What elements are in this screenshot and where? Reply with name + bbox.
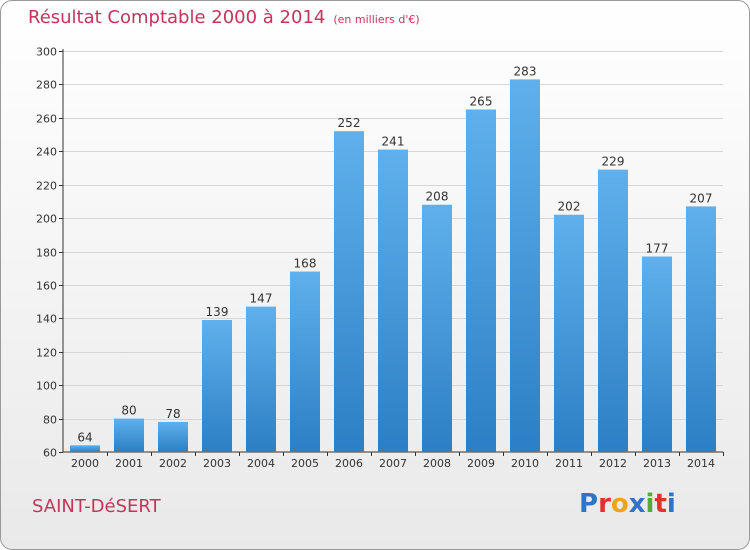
y-tick-label: 100 — [36, 380, 57, 393]
y-tick-label: 300 — [36, 46, 57, 59]
x-tick-label: 2014 — [687, 457, 715, 470]
y-tick-label: 140 — [36, 313, 57, 326]
bar — [422, 204, 452, 452]
bar — [466, 109, 496, 453]
x-tick-label: 2007 — [379, 457, 407, 470]
logo-letter: t — [654, 489, 667, 519]
data-label: 139 — [206, 305, 229, 319]
x-tick-label: 2001 — [115, 457, 143, 470]
x-tick-label: 2012 — [599, 457, 627, 470]
y-tick-label: 240 — [36, 146, 57, 159]
bar — [554, 214, 584, 452]
bar — [334, 131, 364, 452]
x-tick-label: 2013 — [643, 457, 671, 470]
y-tick-label: 180 — [36, 247, 57, 260]
bar — [290, 271, 320, 452]
y-tick-label: 120 — [36, 347, 57, 360]
data-label: 147 — [250, 292, 273, 306]
data-label: 208 — [426, 190, 449, 204]
data-label: 177 — [646, 242, 669, 256]
bar — [378, 149, 408, 452]
x-tick-label: 2003 — [203, 457, 231, 470]
y-tick-label: 220 — [36, 180, 57, 193]
data-label: 78 — [165, 407, 180, 421]
bar — [158, 421, 188, 452]
x-axis: 2000 2001 2002 2003 2004 2005 2006 2007 2008 2009… — [71, 452, 724, 470]
logo-letter: i — [666, 489, 676, 519]
x-tick-label: 2010 — [511, 457, 539, 470]
logo-letter: P — [579, 489, 599, 519]
y-tick-label: 80 — [43, 414, 57, 427]
bar — [686, 206, 716, 452]
x-tick-label: 2004 — [247, 457, 275, 470]
data-label: 229 — [602, 155, 625, 169]
bars — [70, 79, 716, 453]
y-tick-label: 200 — [36, 213, 57, 226]
data-label: 283 — [514, 64, 537, 78]
y-tick-label: 60 — [43, 447, 57, 460]
logo-letter: x — [628, 489, 646, 519]
bar — [642, 256, 672, 452]
chart-unit: (en milliers d'€) — [333, 13, 420, 26]
data-label: 207 — [690, 191, 713, 205]
x-tick-label: 2002 — [159, 457, 187, 470]
y-tick-label: 160 — [36, 280, 57, 293]
bar — [70, 445, 100, 452]
x-tick-label: 2008 — [423, 457, 451, 470]
bar — [114, 418, 144, 452]
town-name: SAINT-DéSERT — [32, 496, 161, 517]
data-label: 265 — [470, 94, 493, 108]
proxiti-logo[interactable]: Proxiti — [579, 489, 676, 519]
bar — [202, 320, 232, 452]
bar — [598, 169, 628, 453]
logo-letter: r — [598, 489, 611, 519]
chart-title: Résultat Comptable 2000 à 2014 (en millie… — [28, 7, 420, 28]
y-tick-label: 260 — [36, 113, 57, 126]
data-label: 202 — [558, 200, 581, 214]
data-labels: 64 80 78 139 147 168 252 241 208 265 283 202 229 177 2… — [77, 64, 712, 444]
x-tick-label: 2009 — [467, 457, 495, 470]
data-label: 168 — [294, 257, 317, 271]
data-label: 252 — [338, 116, 361, 130]
data-label: 80 — [121, 404, 136, 418]
bar — [510, 79, 540, 452]
y-tick-label: 280 — [36, 79, 57, 92]
bar — [246, 306, 276, 452]
x-tick-label: 2000 — [71, 457, 99, 470]
x-tick-label: 2011 — [555, 457, 583, 470]
logo-letter: o — [610, 489, 629, 519]
logo-letter: i — [645, 489, 655, 519]
data-label: 64 — [77, 430, 92, 444]
x-tick-label: 2005 — [291, 457, 319, 470]
x-tick-label: 2006 — [335, 457, 363, 470]
data-label: 241 — [382, 135, 405, 149]
chart-title-text: Résultat Comptable 2000 à 2014 — [28, 7, 326, 28]
